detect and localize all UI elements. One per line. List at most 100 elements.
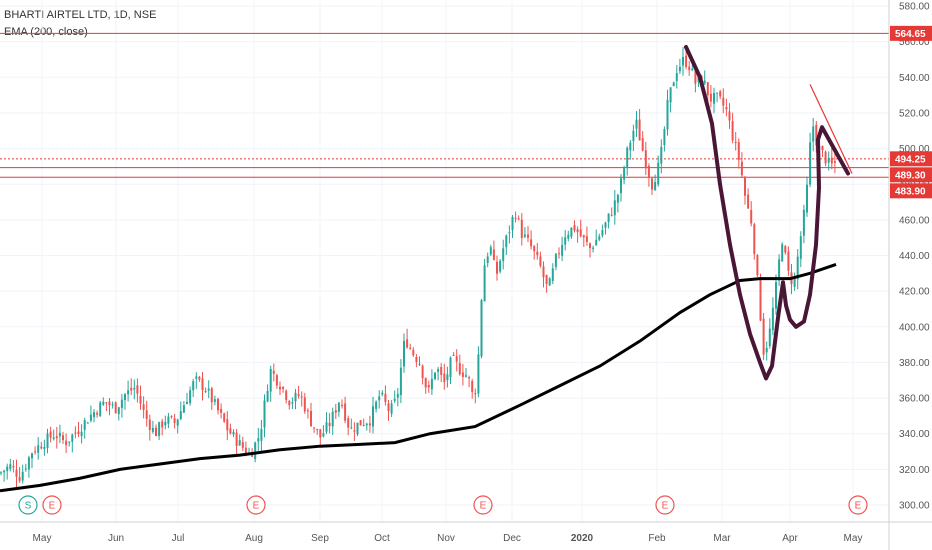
candle-body (133, 387, 136, 390)
candle-body (263, 400, 266, 428)
price-tag (890, 151, 932, 167)
candle-body (102, 401, 105, 405)
event-marker (246, 495, 266, 515)
candle-body (458, 363, 461, 375)
candle-body (186, 402, 188, 404)
candle-body (561, 244, 564, 256)
candle-body (328, 422, 331, 427)
candle-body (285, 390, 288, 401)
time-tick-label: Oct (374, 533, 390, 544)
candle-body (821, 145, 824, 151)
candle-body (765, 347, 768, 353)
candle-body (316, 429, 319, 431)
price-tag-label: 564.65 (895, 29, 926, 40)
candle-body (728, 111, 731, 121)
candle-body (365, 423, 368, 426)
candle-body (787, 251, 790, 271)
candle-body (682, 56, 684, 66)
candle-body (468, 377, 471, 379)
candle-body (592, 247, 595, 249)
candle-body (396, 393, 399, 398)
candle-body (43, 446, 46, 449)
candle-body (353, 430, 356, 432)
candle-body (669, 87, 672, 103)
candle-body (424, 378, 427, 388)
candle-body (68, 441, 71, 443)
price-tick-label: 500.00 (899, 144, 930, 155)
candle-body (505, 235, 508, 248)
event-marker (848, 495, 868, 515)
time-tick-label: 2020 (571, 533, 594, 544)
candle-body (706, 82, 709, 96)
candle-body (613, 200, 616, 216)
candle-body (195, 376, 198, 379)
candle-body (573, 225, 576, 231)
candle-body (359, 420, 362, 426)
candle-body (418, 363, 421, 365)
candle-body (27, 457, 30, 470)
time-tick-label: Nov (437, 533, 455, 544)
candle-body (440, 366, 443, 375)
price-tags: 564.65 494.25 489.30 483.90 (890, 25, 932, 199)
candle-body (275, 375, 278, 386)
time-axis[interactable]: May Jun Jul Aug Sep Oct Nov Dec 2020 Feb Mar Apr May (33, 533, 863, 544)
time-tick-label: May (33, 533, 52, 544)
candle-body (446, 374, 449, 380)
candle-body (93, 412, 95, 417)
candle-body (437, 368, 440, 372)
price-tag (890, 167, 932, 183)
candle-body (474, 393, 477, 395)
candle-body (204, 390, 207, 392)
ema-indicator-label: EMA (200, close) (4, 26, 88, 38)
candle-body (334, 410, 337, 413)
candle-body (306, 410, 309, 412)
candle-body (620, 178, 622, 194)
candle-body (694, 71, 697, 84)
candle-body (322, 433, 325, 437)
candle-body (517, 218, 520, 220)
candle-body (635, 119, 638, 129)
time-tick-label: Jun (108, 533, 124, 544)
candle-body (151, 427, 154, 432)
candle-body (520, 219, 523, 238)
candle-body (511, 217, 514, 230)
candle-body (434, 372, 436, 380)
candle-body (480, 300, 483, 357)
candle-body (610, 214, 613, 216)
candle-body (37, 445, 40, 453)
candle-body (750, 210, 753, 224)
candle-body (657, 162, 660, 185)
candle-body (672, 82, 675, 87)
candle-body (830, 157, 833, 164)
candle-body (325, 422, 328, 432)
candlesticks (0, 47, 836, 488)
candle-body (688, 66, 691, 71)
candle-body (626, 147, 629, 168)
candle-body (744, 177, 746, 196)
candle-body (390, 403, 393, 414)
candle-body (666, 99, 669, 130)
candle-body (235, 432, 238, 446)
candle-body (412, 349, 415, 356)
candle-body (139, 395, 142, 404)
candle-body (238, 440, 241, 446)
time-tick-label: Mar (713, 533, 731, 544)
candle-body (226, 419, 229, 431)
candle-body (83, 420, 86, 430)
price-tick-label: 560.00 (899, 37, 930, 48)
candle-body (31, 453, 33, 459)
candle-body (337, 402, 340, 412)
price-axis[interactable]: 300.00 320.00 340.00 360.00 380.00 400.00 420.… (899, 2, 930, 512)
candle-body (809, 142, 812, 185)
candle-body (86, 422, 89, 424)
candle-body (554, 253, 557, 267)
candle-body (548, 278, 551, 286)
price-tick-label: 420.00 (899, 287, 930, 298)
event-marker (473, 495, 493, 515)
candle-body (815, 124, 818, 146)
candle-body (52, 437, 55, 440)
candle-body (170, 416, 173, 418)
candle-body (9, 464, 12, 469)
candle-body (347, 418, 350, 428)
